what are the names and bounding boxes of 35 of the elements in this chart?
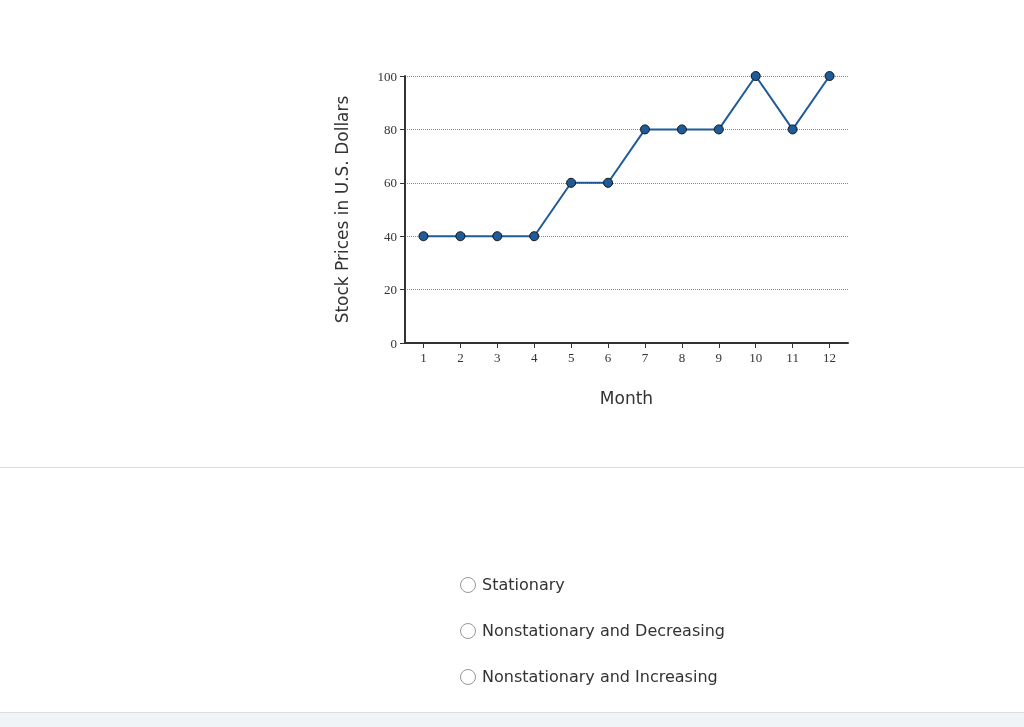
x-tick-label: 8 (678, 350, 686, 365)
text: Nonstationary and Decreasing (482, 621, 725, 640)
x-tick-label: 1 (420, 350, 427, 365)
y-tick-label: 40 (384, 228, 397, 244)
x-tick-label: 7 (641, 350, 649, 365)
x-tick-label: 10 (749, 350, 763, 365)
point (750, 71, 761, 81)
y-tick-label: 100 (377, 68, 397, 84)
x-tick-label: 11 (786, 350, 799, 365)
x-tick-label: 9 (715, 350, 723, 365)
x-tick-label: 3 (494, 350, 501, 365)
point (676, 124, 687, 135)
y-tick-label: 20 (384, 282, 397, 298)
point (455, 231, 466, 242)
point (418, 231, 429, 242)
x-axis-title: Month (599, 387, 654, 408)
point (787, 124, 798, 135)
x-tick-label: 4 (530, 350, 538, 365)
point (492, 231, 503, 242)
y-axis-title: Stock Prices in U.S. Dollars (331, 95, 352, 324)
point (566, 177, 577, 188)
text: Nonstationary and Increasing (482, 667, 718, 686)
x-tick-label: 6 (604, 350, 612, 365)
x-tick-label: 12 (823, 350, 837, 365)
y-tick-label: 0 (390, 335, 397, 351)
y-tick-label: 60 (384, 175, 397, 191)
x-tick-label: 2 (457, 350, 464, 365)
point (529, 231, 540, 242)
text: Stationary (482, 575, 565, 594)
y-tick-label: 80 (384, 121, 397, 137)
point (713, 124, 724, 135)
point (824, 71, 835, 81)
point (603, 177, 614, 188)
x-tick-label: 5 (567, 350, 575, 365)
point (639, 124, 650, 135)
